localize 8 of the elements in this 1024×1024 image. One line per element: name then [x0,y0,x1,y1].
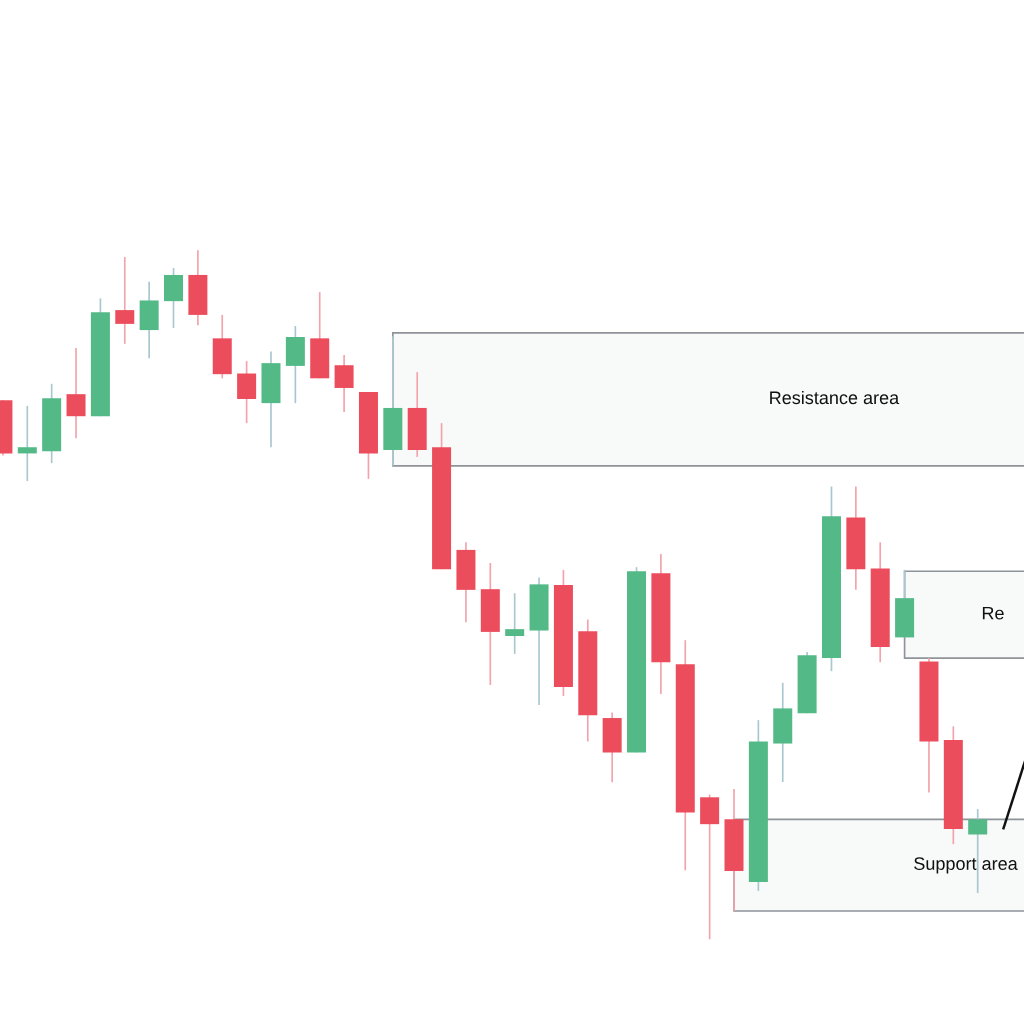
band-label: Support area [914,857,1018,874]
candlestick [66,347,86,440]
candlestick [334,354,354,413]
candlestick [505,592,525,655]
candlestick [17,405,37,482]
candlestick [115,256,135,345]
band-label: Resistance area [770,390,900,405]
band-label: Re [982,606,1004,620]
